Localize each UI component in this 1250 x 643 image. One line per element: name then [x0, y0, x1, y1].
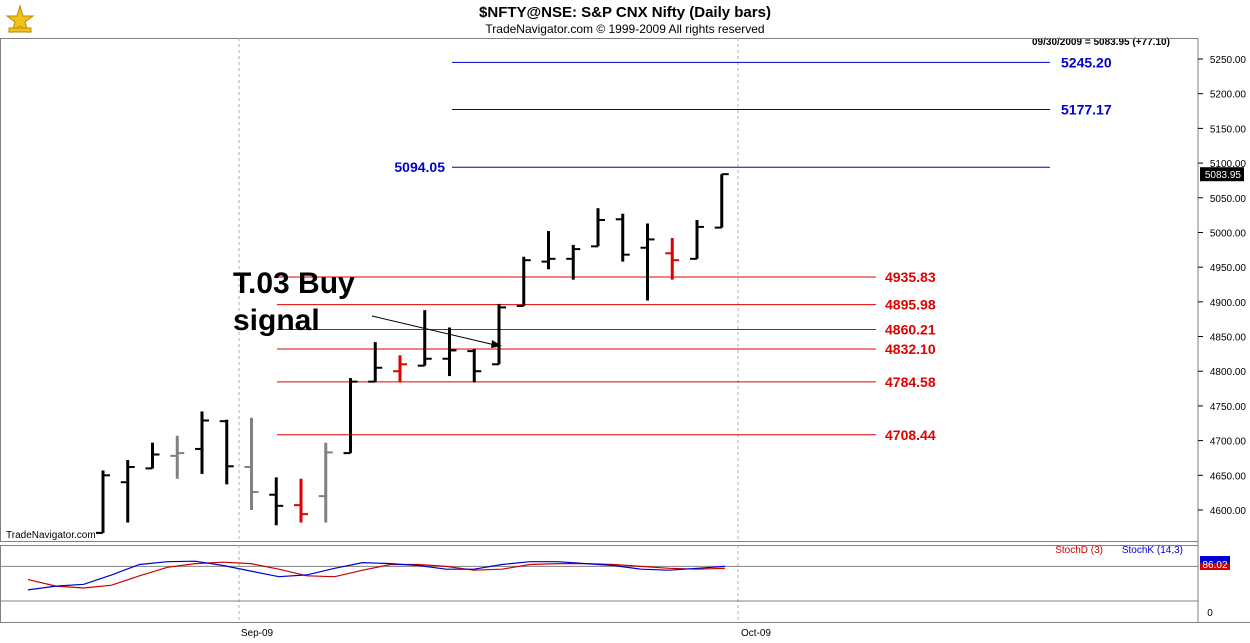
last-price-label: 5083.95	[1205, 170, 1242, 181]
price-tick-label: 4700.00	[1210, 437, 1247, 448]
support-level-label: 4860.21	[885, 321, 936, 337]
trade-navigator-logo-icon	[5, 4, 35, 34]
price-tick-label: 4800.00	[1210, 367, 1247, 378]
price-axis: 4600.00 4650.00 4700.00 4750.00 4800.00 4850.…	[1198, 55, 1246, 517]
last-price-box	[1200, 167, 1244, 182]
chart-subtitle: TradeNavigator.com © 1999-2009 All right…	[485, 22, 765, 36]
last-price-info: 09/30/2009 = 5083.95 (+77.10)	[1032, 37, 1170, 48]
support-level-label: 4895.98	[885, 297, 936, 313]
support-level-label: 4832.10	[885, 341, 936, 357]
price-tick-label: 5200.00	[1210, 90, 1247, 101]
chart-header: $NFTY@NSE: S&P CNX Nifty (Daily bars) Tr…	[0, 0, 1250, 38]
price-tick-label: 4900.00	[1210, 298, 1247, 309]
price-panel-border	[0, 38, 1199, 542]
target-level-label: 5177.17	[1061, 102, 1112, 118]
price-tick-label: 5150.00	[1210, 124, 1247, 135]
date-tick-label: Sep-09	[241, 628, 274, 639]
stochastic-panel: StochD (3) StochK (14,3) 86.02 0	[0, 545, 1230, 619]
watermark-label: TradeNavigator.com	[6, 530, 96, 541]
annotation-line-2: signal	[233, 304, 320, 337]
axis-background	[1198, 38, 1250, 622]
price-tick-label: 4750.00	[1210, 402, 1247, 413]
annotation-arrow-line	[371, 315, 496, 346]
price-tick-label: 5250.00	[1210, 55, 1247, 66]
stoch-line	[27, 561, 726, 589]
support-level-label: 4935.83	[885, 269, 936, 285]
support-level-label: 4708.44	[885, 427, 936, 443]
grid-lines	[238, 38, 739, 622]
stoch-panel-border	[0, 545, 1199, 623]
price-tick-label: 5000.00	[1210, 228, 1247, 239]
annotation-line-1: T.03 Buy	[233, 267, 355, 300]
chart-frame	[0, 38, 1250, 623]
target-level-label: 5094.05	[394, 159, 445, 175]
support-level-label: 4784.58	[885, 374, 936, 390]
date-tick-label: Oct-09	[741, 628, 771, 639]
annotation-arrow-head	[491, 340, 502, 348]
chart-title: $NFTY@NSE: S&P CNX Nifty (Daily bars)	[479, 4, 771, 21]
target-levels: 5245.20 5177.17 5094.05 4935.83 4895.98 4860.…	[277, 54, 1112, 443]
ohlc-bars	[96, 173, 729, 534]
price-tick-label: 4850.00	[1210, 333, 1247, 344]
price-tick-label: 4950.00	[1210, 263, 1247, 274]
buy-signal-annotation: T.03 Buy signal	[233, 267, 502, 348]
stoch-legend-k: StochK (14,3)	[1122, 545, 1183, 556]
stoch-legend-d: StochD (3)	[1055, 545, 1103, 556]
target-level-label: 5245.20	[1061, 54, 1112, 70]
stoch-tick-label: 0	[1207, 608, 1213, 619]
price-tick-label: 5100.00	[1210, 159, 1247, 170]
price-tick-label: 5050.00	[1210, 194, 1247, 205]
price-tick-label: 4600.00	[1210, 506, 1247, 517]
stoch-line	[27, 560, 726, 591]
stoch-value-box-lower	[1200, 563, 1230, 570]
price-tick-label: 4650.00	[1210, 471, 1247, 482]
date-axis: Sep-09 Oct-09	[241, 628, 772, 639]
stoch-last-value: 86.02	[1202, 560, 1227, 571]
